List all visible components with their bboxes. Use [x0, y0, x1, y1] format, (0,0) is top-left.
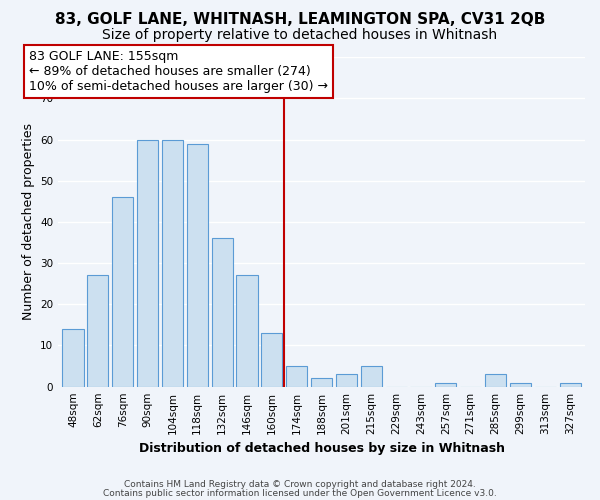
- Text: Contains public sector information licensed under the Open Government Licence v3: Contains public sector information licen…: [103, 488, 497, 498]
- Text: 83, GOLF LANE, WHITNASH, LEAMINGTON SPA, CV31 2QB: 83, GOLF LANE, WHITNASH, LEAMINGTON SPA,…: [55, 12, 545, 28]
- X-axis label: Distribution of detached houses by size in Whitnash: Distribution of detached houses by size …: [139, 442, 505, 455]
- Text: 83 GOLF LANE: 155sqm
← 89% of detached houses are smaller (274)
10% of semi-deta: 83 GOLF LANE: 155sqm ← 89% of detached h…: [29, 50, 328, 93]
- Bar: [361, 366, 382, 386]
- Bar: [261, 333, 283, 386]
- Bar: [485, 374, 506, 386]
- Bar: [510, 382, 531, 386]
- Y-axis label: Number of detached properties: Number of detached properties: [22, 124, 35, 320]
- Bar: [560, 382, 581, 386]
- Bar: [88, 276, 109, 386]
- Bar: [311, 378, 332, 386]
- Bar: [162, 140, 183, 386]
- Bar: [62, 329, 83, 386]
- Text: Size of property relative to detached houses in Whitnash: Size of property relative to detached ho…: [103, 28, 497, 42]
- Bar: [336, 374, 357, 386]
- Bar: [137, 140, 158, 386]
- Bar: [286, 366, 307, 386]
- Bar: [435, 382, 457, 386]
- Bar: [187, 144, 208, 386]
- Bar: [212, 238, 233, 386]
- Bar: [236, 276, 257, 386]
- Text: Contains HM Land Registry data © Crown copyright and database right 2024.: Contains HM Land Registry data © Crown c…: [124, 480, 476, 489]
- Bar: [112, 197, 133, 386]
